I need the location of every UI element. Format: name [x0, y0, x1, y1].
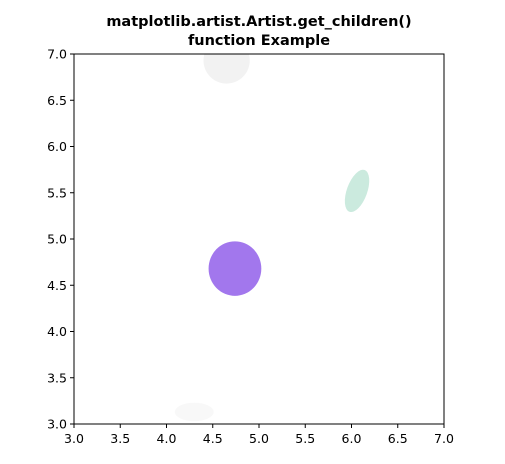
y-tick-label: 5.0 — [47, 232, 67, 247]
x-tick-label: 3.5 — [110, 431, 130, 446]
ellipse-green — [344, 169, 370, 213]
x-axis: 3.0 3.5 4.0 4.5 5.0 5.5 6.0 6.5 7.0 — [64, 424, 454, 446]
ellipse-gray-top — [203, 54, 250, 84]
x-tick-label: 5.0 — [249, 431, 269, 446]
y-axis: 3.0 3.5 4.0 4.5 5.0 5.5 6.0 6.5 7.0 — [47, 47, 74, 432]
x-tick-label: 6.5 — [388, 431, 408, 446]
y-tick-label: 5.5 — [47, 185, 67, 200]
y-tick-label: 7.0 — [47, 47, 67, 62]
chart-title-line-2: function Example — [188, 33, 330, 49]
plot-area-frame — [73, 53, 445, 425]
x-tick-label: 3.0 — [64, 431, 84, 446]
y-tick-label: 6.5 — [47, 93, 67, 108]
ellipse-light-bottom — [174, 402, 214, 422]
x-tick-label: 6.0 — [342, 431, 362, 446]
chart-title-line-1: matplotlib.artist.Artist.get_children() — [106, 14, 411, 30]
y-tick-label: 3.5 — [47, 370, 67, 385]
y-tick-label: 4.5 — [47, 278, 67, 293]
y-tick-label: 6.0 — [47, 139, 67, 154]
x-tick-label: 4.0 — [157, 431, 177, 446]
x-tick-label: 4.5 — [203, 431, 223, 446]
ellipse-purple — [208, 241, 262, 296]
y-tick-label: 3.0 — [47, 417, 67, 432]
x-tick-label: 7.0 — [434, 431, 454, 446]
plot-ellipses — [174, 54, 370, 422]
x-tick-label: 5.5 — [295, 431, 315, 446]
y-tick-label: 4.0 — [47, 324, 67, 339]
